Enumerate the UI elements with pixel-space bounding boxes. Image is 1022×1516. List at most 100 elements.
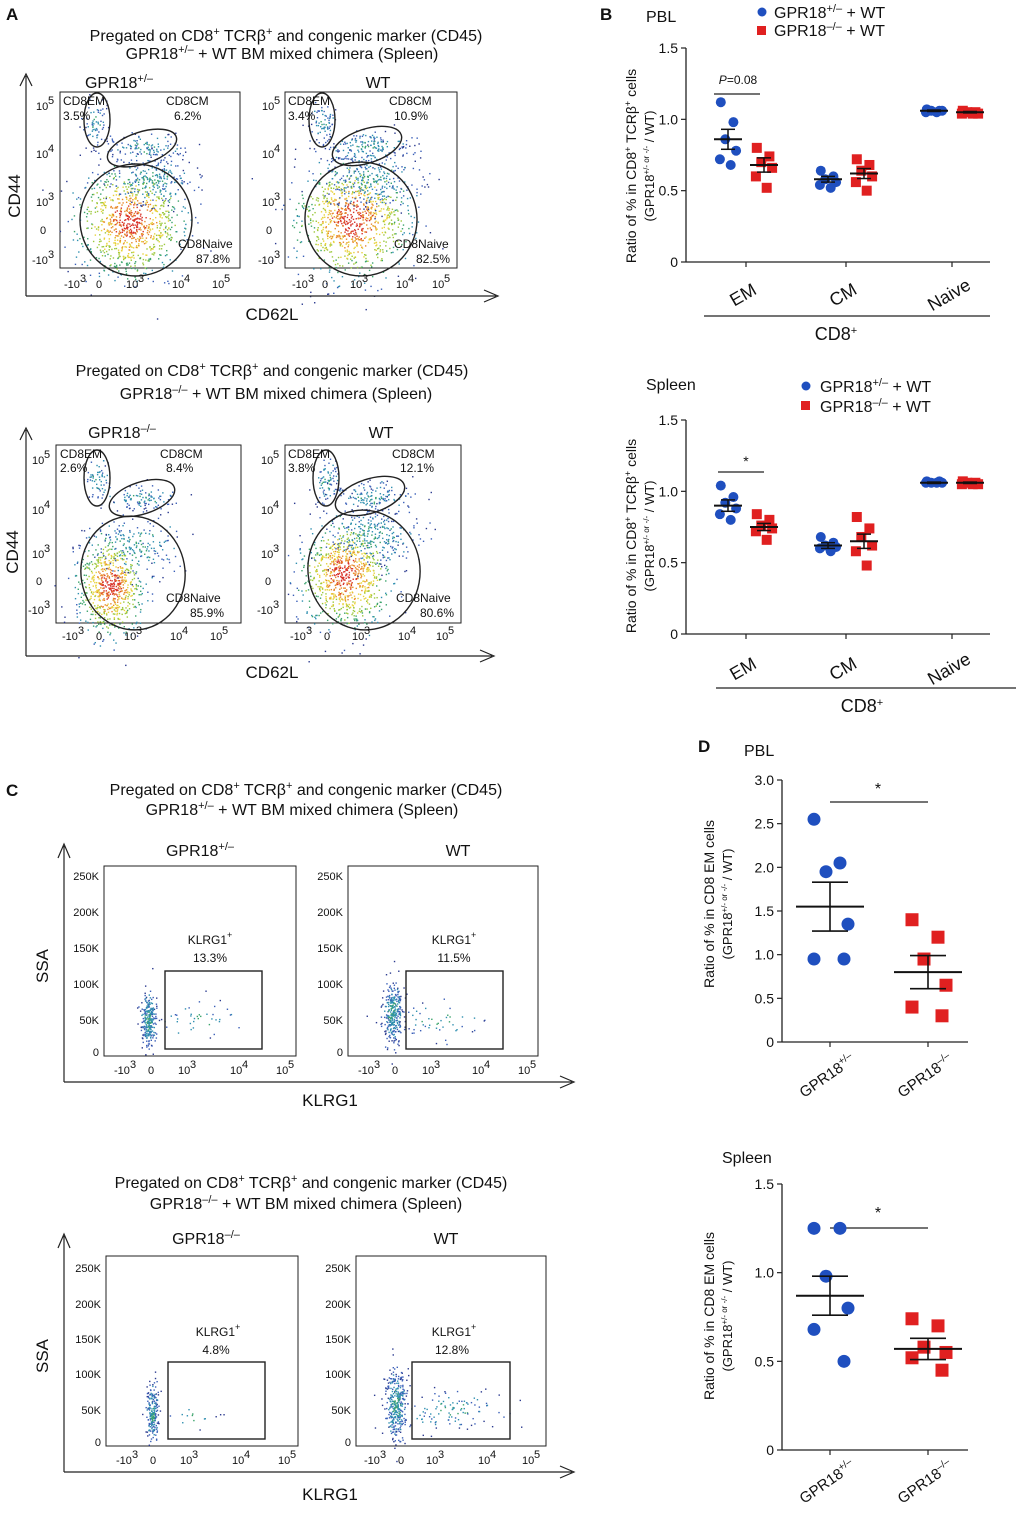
flow-event <box>365 199 368 202</box>
flow-event <box>93 149 95 152</box>
flow-event <box>347 203 350 205</box>
flow-event <box>118 198 120 200</box>
flow-event <box>117 243 119 245</box>
flow-event <box>396 240 399 242</box>
flow-event <box>137 143 139 145</box>
flow-event <box>322 228 324 231</box>
flow-event <box>359 582 361 585</box>
flow-event <box>381 198 383 200</box>
flow-event <box>134 276 136 278</box>
flow-event <box>136 223 139 226</box>
flow-event <box>164 222 166 224</box>
flow-event <box>361 247 364 249</box>
flow-event <box>355 218 357 220</box>
flow-event <box>313 268 315 270</box>
gate-naive-pct: 85.9% <box>190 606 224 620</box>
flow-event <box>114 576 116 578</box>
flow-event <box>117 584 120 586</box>
flow-event <box>366 567 368 570</box>
flow-event <box>354 560 357 562</box>
flow-event <box>136 188 139 191</box>
flow-event <box>97 595 99 598</box>
flow-event <box>131 584 134 586</box>
flow-event <box>109 618 111 620</box>
flow-event <box>135 179 137 181</box>
flow-event <box>340 560 343 562</box>
flow-event <box>155 191 157 193</box>
flow-event <box>380 568 382 570</box>
flow-event <box>311 131 313 133</box>
flow-event <box>127 252 130 255</box>
flow-event <box>102 250 104 252</box>
flow-event <box>329 245 331 247</box>
flow-event <box>347 241 350 243</box>
flow-event <box>329 129 332 132</box>
flow-event <box>139 550 141 552</box>
flow-event <box>148 179 151 181</box>
flow-event <box>303 555 306 557</box>
flow-event <box>367 209 369 211</box>
flow-event <box>72 239 75 241</box>
flow-event <box>127 205 130 207</box>
flow-event <box>339 245 342 247</box>
flow-event <box>101 522 104 525</box>
flow-event <box>347 567 350 569</box>
flow-event <box>144 239 146 242</box>
flow-event <box>145 237 148 239</box>
flow-event <box>101 201 103 204</box>
flow-event <box>363 487 365 489</box>
flow-event <box>117 574 119 577</box>
flow-event <box>430 491 432 494</box>
flow-event <box>89 589 92 591</box>
flow-event <box>334 227 336 230</box>
flow-event <box>371 506 373 508</box>
flow-event <box>409 531 411 534</box>
flow-event <box>111 583 114 585</box>
flow-event <box>155 199 157 202</box>
flow-event <box>362 142 364 144</box>
flow-event <box>113 552 116 555</box>
flow-event <box>139 622 142 625</box>
flow-event <box>359 212 362 214</box>
flow-event <box>98 606 100 609</box>
flow-event <box>333 292 335 295</box>
flow-event <box>183 172 186 174</box>
flow-event <box>342 534 345 537</box>
flow-event <box>102 638 105 641</box>
flow-event <box>385 142 388 145</box>
flow-event <box>338 615 341 617</box>
flow-event <box>382 141 385 143</box>
flow-density-dots <box>42 94 212 320</box>
flow-event <box>99 234 101 236</box>
flow-event <box>302 255 305 258</box>
flow-event <box>349 221 351 223</box>
flow-event <box>364 254 366 256</box>
flow-event <box>120 207 123 209</box>
y-axis-title: CD44 <box>5 174 24 217</box>
flow-event <box>81 603 84 605</box>
flow-event <box>153 252 155 254</box>
flow-event <box>108 543 110 545</box>
flow-event <box>101 224 103 226</box>
flow-event <box>358 570 360 572</box>
flow-event <box>154 174 157 177</box>
flow-event <box>79 612 81 614</box>
flow-event <box>142 258 145 261</box>
flow-event <box>156 137 159 140</box>
flow-event <box>319 546 321 549</box>
flow-event <box>96 487 98 489</box>
flow-event <box>87 478 89 481</box>
flow-event <box>110 220 112 222</box>
flow-event <box>122 533 124 536</box>
flow-event <box>393 582 396 585</box>
flow-event <box>367 542 369 544</box>
flow-event <box>126 558 128 560</box>
flow-event <box>338 591 340 594</box>
flow-event <box>155 181 158 184</box>
flow-event <box>368 590 370 592</box>
flow-event <box>337 225 339 227</box>
flow-event <box>362 177 364 179</box>
flow-event <box>125 147 128 149</box>
flow-event <box>385 495 387 498</box>
flow-event <box>334 563 336 565</box>
